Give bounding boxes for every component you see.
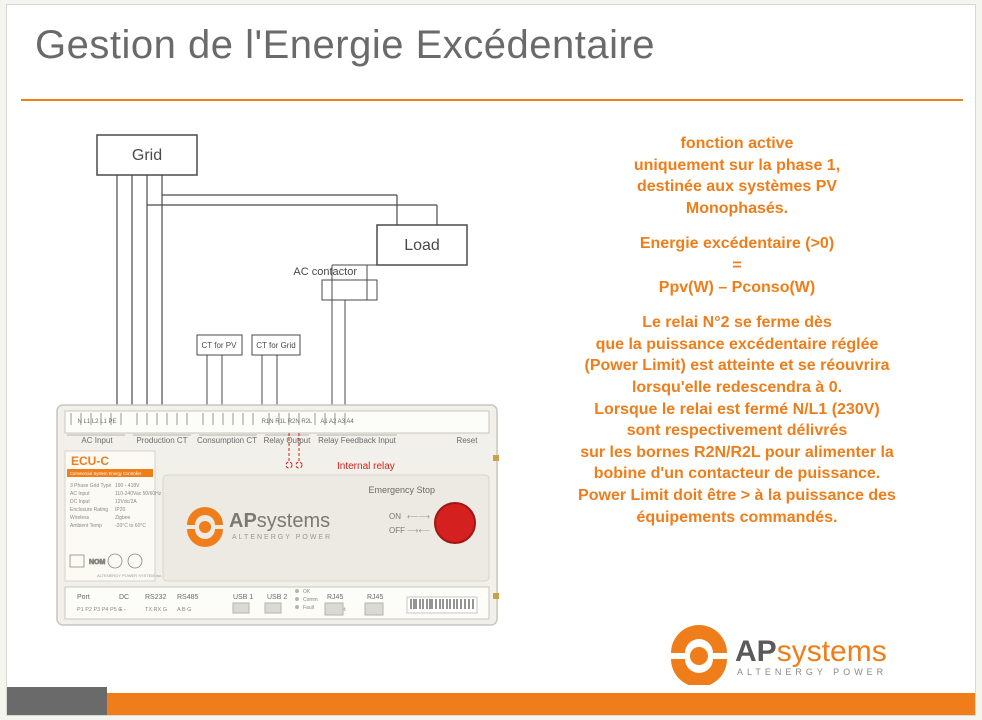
emergency-stop-button[interactable] <box>435 503 475 543</box>
emergency-label: Emergency Stop <box>368 485 435 495</box>
desc-p2: Energie excédentaire (>0) = Ppv(W) – Pco… <box>517 233 957 298</box>
desc-p1: fonction active uniquement sur la phase … <box>517 133 957 219</box>
svg-text:⟶⟵: ⟶⟵ <box>407 526 430 535</box>
ct-pv-label: CT for PV <box>202 341 238 350</box>
svg-text:12Vdc/2A: 12Vdc/2A <box>115 499 137 505</box>
footer-logo: APsystems ALTENERGY POWER <box>671 625 951 685</box>
svg-text:DC Input: DC Input <box>70 499 90 505</box>
svg-text:Reset: Reset <box>457 436 479 445</box>
wiring-diagram: Grid Load AC contactor CT for PV <box>37 125 517 635</box>
grid-label: Grid <box>132 147 162 164</box>
description-block: fonction active uniquement sur la phase … <box>517 133 957 542</box>
svg-text:A1 A2 A3 A4: A1 A2 A3 A4 <box>320 419 354 425</box>
svg-text:TX RX G: TX RX G <box>145 607 167 613</box>
svg-text:190 - 418V: 190 - 418V <box>115 483 140 489</box>
svg-text:ON: ON <box>389 512 401 521</box>
svg-text:AC Input: AC Input <box>70 491 90 497</box>
svg-text:RS232: RS232 <box>145 594 167 601</box>
svg-text:ALTENERGY POWER SYSTEM Inc.: ALTENERGY POWER SYSTEM Inc. <box>97 573 162 578</box>
svg-text:+ -: + - <box>119 607 126 613</box>
footer-bar <box>7 693 975 715</box>
load-label: Load <box>404 237 440 254</box>
ac-contactor-label: AC contactor <box>293 266 357 278</box>
brand-text: APsystems <box>229 510 330 532</box>
svg-text:3 Phase Grid Type: 3 Phase Grid Type <box>70 483 112 489</box>
svg-text:Fault: Fault <box>303 605 315 611</box>
ct-grid-label: CT for Grid <box>256 341 295 350</box>
svg-text:-20°C to 60°C: -20°C to 60°C <box>115 523 146 529</box>
svg-text:AC Input: AC Input <box>81 436 113 445</box>
svg-text:OK: OK <box>303 589 311 595</box>
svg-text:Comm: Comm <box>303 597 318 603</box>
svg-text:R1N R1L R2N R2L: R1N R1L R2N R2L <box>262 419 313 425</box>
footer-brand-sub: ALTENERGY POWER <box>737 667 887 677</box>
svg-text:NOM: NOM <box>89 559 106 566</box>
svg-text:USB 2: USB 2 <box>267 594 287 601</box>
svg-text:OFF: OFF <box>389 526 405 535</box>
svg-text:Relay Feedback Input: Relay Feedback Input <box>318 436 397 445</box>
svg-text:Enclosure Rating: Enclosure Rating <box>70 507 108 513</box>
svg-text:RS485: RS485 <box>177 594 199 601</box>
svg-text:P1 P2 P3 P4 P5 G: P1 P2 P3 P4 P5 G <box>77 607 123 613</box>
desc-p3: Le relai N°2 se ferme dès que la puissan… <box>517 312 957 528</box>
svg-text:Ambient Temp: Ambient Temp <box>70 523 102 529</box>
svg-text:Relay Output: Relay Output <box>264 436 311 445</box>
svg-text:⟵⟶: ⟵⟶ <box>407 512 430 521</box>
footer-tab <box>7 687 107 715</box>
svg-text:Consumption CT: Consumption CT <box>197 436 257 445</box>
svg-text:Port: Port <box>77 594 90 601</box>
svg-text:Commercial System Energy Contr: Commercial System Energy Controller <box>70 471 142 476</box>
svg-text:N L1 L2 L1 PE: N L1 L2 L1 PE <box>77 419 116 425</box>
svg-text:Zigbee: Zigbee <box>115 515 131 521</box>
slide: Gestion de l'Energie Excédentaire Grid L… <box>6 4 976 716</box>
title-divider <box>21 99 963 101</box>
footer-brand: APsystems <box>735 635 887 668</box>
svg-text:Production CT: Production CT <box>136 436 187 445</box>
internal-relay-label: Internal relay <box>337 461 395 472</box>
svg-text:Wireless: Wireless <box>70 515 90 521</box>
device-name: ECU-C <box>71 454 109 468</box>
svg-text:RJ45: RJ45 <box>367 594 383 601</box>
svg-text:IP20: IP20 <box>115 507 126 513</box>
svg-text:A B G: A B G <box>177 607 191 613</box>
svg-text:110-240Vac 50/60Hz: 110-240Vac 50/60Hz <box>115 491 162 497</box>
svg-text:RJ45: RJ45 <box>327 594 343 601</box>
svg-text:DC: DC <box>119 594 129 601</box>
svg-text:ALTENERGY POWER: ALTENERGY POWER <box>232 534 332 541</box>
svg-text:USB 1: USB 1 <box>233 594 253 601</box>
page-title: Gestion de l'Energie Excédentaire <box>35 23 655 68</box>
